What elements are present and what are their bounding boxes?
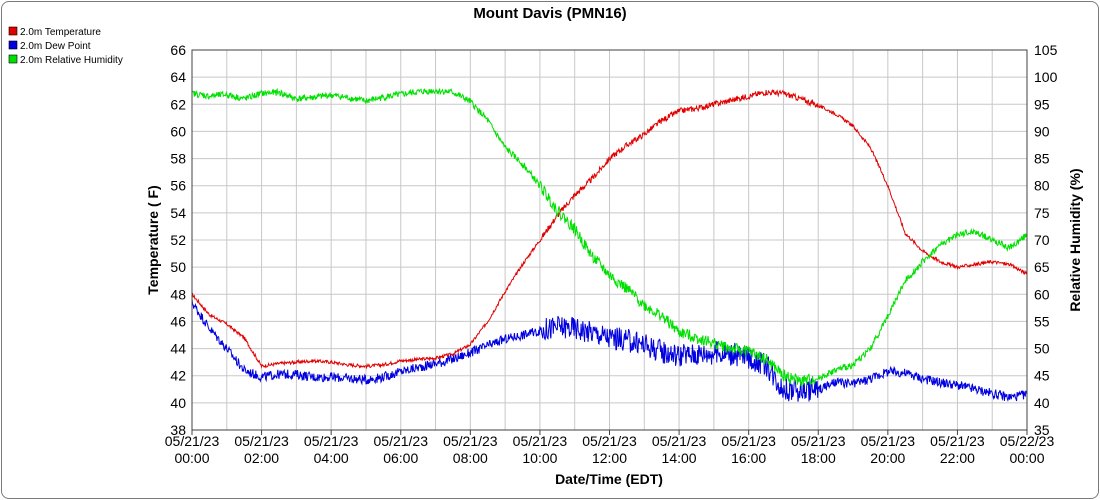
y-tick-label-right: 65 [1034, 259, 1050, 275]
y-tick-label-left: 50 [170, 259, 186, 275]
legend: 2.0m Temperature 2.0m Dew Point 2.0m Relat… [8, 26, 123, 66]
y-tick-label-left: 60 [170, 123, 186, 139]
y-tick-label-left: 62 [170, 96, 186, 112]
y-tick-label-left: 44 [170, 341, 186, 357]
x-tick-date: 05/21/23 [443, 433, 498, 449]
y-tick-label-right: 80 [1034, 178, 1050, 194]
y-axis-left-title: Temperature ( F) [145, 185, 161, 294]
y-tick-label-right: 55 [1034, 313, 1050, 329]
x-tick-date: 05/21/23 [165, 433, 220, 449]
legend-swatch [8, 54, 18, 64]
y-tick-label-left: 42 [170, 368, 186, 384]
y-tick-label-right: 40 [1034, 395, 1050, 411]
x-tick-date: 05/21/23 [791, 433, 846, 449]
x-axis-title: Date/Time (EDT) [555, 471, 663, 487]
x-tick-date: 05/21/23 [513, 433, 568, 449]
y-tick-label-left: 58 [170, 151, 186, 167]
y-axis-right-title: Relative Humidity (%) [1067, 168, 1083, 311]
x-tick-date: 05/22/23 [1000, 433, 1055, 449]
y-tick-label-right: 60 [1034, 286, 1050, 302]
y-tick-label-right: 100 [1034, 69, 1058, 85]
x-tick-date: 05/21/23 [304, 433, 359, 449]
y-tick-label-right: 45 [1034, 368, 1050, 384]
x-tick-time: 22:00 [940, 450, 975, 466]
y-tick-label-left: 46 [170, 313, 186, 329]
x-tick-time: 14:00 [662, 450, 697, 466]
x-tick-time: 06:00 [383, 450, 418, 466]
x-tick-time: 20:00 [870, 450, 905, 466]
legend-swatch [8, 26, 18, 36]
x-tick-time: 02:00 [244, 450, 279, 466]
x-tick-date: 05/21/23 [652, 433, 707, 449]
y-tick-label-left: 48 [170, 286, 186, 302]
x-tick-time: 18:00 [801, 450, 836, 466]
series-line-2 [191, 298, 1028, 402]
x-axis-ticks: 05/21/2300:0005/21/2302:0005/21/2304:000… [165, 430, 1055, 466]
y-axis-right-ticks: 35 40 45 50 55 60 65 70 75 80 85 90 95 100 105 [1034, 42, 1058, 438]
legend-label: 2.0m Dew Point [20, 41, 91, 52]
x-tick-date: 05/21/23 [582, 433, 637, 449]
x-tick-date: 05/21/23 [930, 433, 985, 449]
x-tick-time: 00:00 [174, 450, 209, 466]
y-tick-label-right: 35 [1034, 422, 1050, 438]
y-tick-label-left: 64 [170, 69, 186, 85]
y-tick-label-right: 75 [1034, 205, 1050, 221]
y-tick-label-right: 85 [1034, 151, 1050, 167]
series-line-3 [191, 87, 1028, 387]
y-tick-label-right: 70 [1034, 232, 1050, 248]
y-tick-label-right: 95 [1034, 96, 1050, 112]
legend-swatch [8, 40, 18, 50]
x-tick-time: 04:00 [314, 450, 349, 466]
y-tick-label-left: 52 [170, 232, 186, 248]
y-axis-left-ticks: 38 40 42 44 46 48 50 52 54 56 58 60 62 64 66 [170, 42, 186, 438]
y-tick-label-left: 38 [170, 422, 186, 438]
x-tick-time: 00:00 [1009, 450, 1044, 466]
chart-title: Mount Davis (PMN16) [473, 5, 626, 22]
legend-label: 2.0m Relative Humidity [20, 55, 123, 66]
x-tick-time: 16:00 [731, 450, 766, 466]
y-tick-label-left: 66 [170, 42, 186, 58]
x-tick-date: 05/21/23 [234, 433, 289, 449]
x-tick-time: 12:00 [592, 450, 627, 466]
x-tick-date: 05/21/23 [861, 433, 916, 449]
y-tick-label-left: 56 [170, 178, 186, 194]
y-tick-label-right: 50 [1034, 341, 1050, 357]
y-tick-label-left: 54 [170, 205, 186, 221]
series-layer [191, 87, 1028, 402]
y-tick-label-right: 105 [1034, 42, 1058, 58]
x-tick-date: 05/21/23 [374, 433, 429, 449]
series-line-1 [191, 89, 1028, 370]
y-tick-label-left: 40 [170, 395, 186, 411]
x-tick-date: 05/21/23 [721, 433, 776, 449]
x-tick-time: 08:00 [453, 450, 488, 466]
y-tick-label-right: 90 [1034, 123, 1050, 139]
legend-label: 2.0m Temperature [20, 27, 101, 38]
x-tick-time: 10:00 [522, 450, 557, 466]
